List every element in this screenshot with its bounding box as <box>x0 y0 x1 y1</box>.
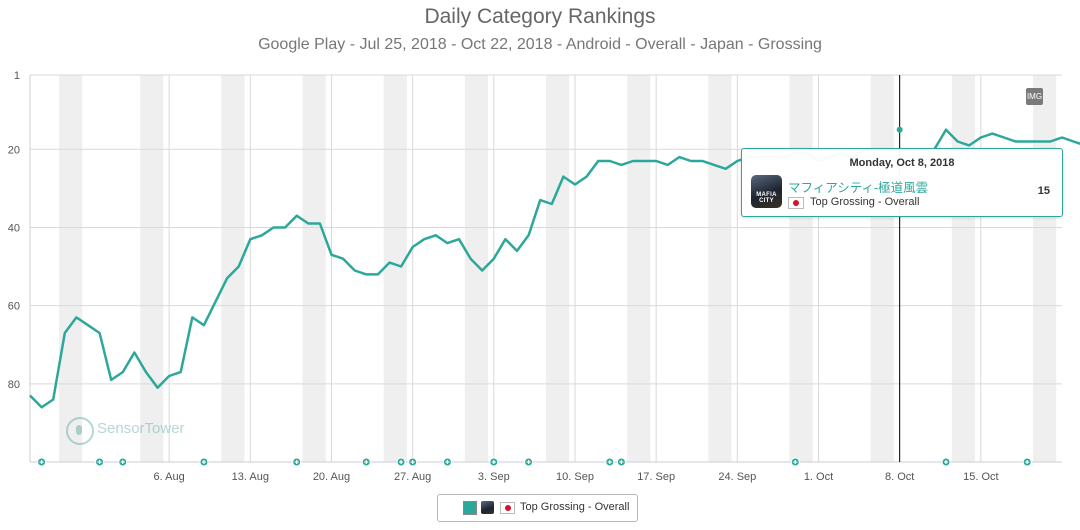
legend-series-swatch[interactable] <box>463 501 477 515</box>
image-export-button[interactable]: IMG <box>1026 88 1043 105</box>
x-tick-label: 20. Aug <box>313 471 350 483</box>
weekend-band <box>140 75 164 462</box>
x-tick-label: 17. Sep <box>637 471 675 483</box>
weekend-band <box>58 75 83 462</box>
x-tick-label: 15. Oct <box>963 471 998 483</box>
legend-app-icon <box>481 501 494 514</box>
highlight-point <box>896 126 903 133</box>
x-tick-label: 3. Sep <box>478 471 510 483</box>
weekend-band <box>789 75 813 462</box>
app-icon: MAFIA CITY <box>751 175 782 208</box>
chart-subtitle: Google Play - Jul 25, 2018 - Oct 22, 201… <box>258 36 822 53</box>
legend-series-label[interactable]: Top Grossing - Overall <box>520 501 630 513</box>
y-tick-label: 1 <box>14 70 20 82</box>
weekend-band <box>383 75 407 462</box>
tooltip-date: Monday, Oct 8, 2018 <box>849 157 955 169</box>
sensortower-logo-icon <box>66 417 94 445</box>
weekend-band <box>708 75 732 462</box>
y-tick-label: 80 <box>8 379 20 391</box>
weekend-band <box>464 75 489 462</box>
chart-title: Daily Category Rankings <box>424 5 656 28</box>
tooltip-app-name[interactable]: マフィアシティ-極道風雲 <box>788 181 929 195</box>
weekend-band <box>951 75 976 462</box>
y-tick-label: 40 <box>8 222 20 234</box>
x-tick-label: 13. Aug <box>232 471 269 483</box>
x-tick-label: 1. Oct <box>804 471 833 483</box>
tooltip-category: Top Grossing - Overall <box>810 196 920 208</box>
tooltip-rank: 15 <box>1037 185 1050 197</box>
y-tick-label: 60 <box>8 301 20 313</box>
weekend-band <box>302 75 326 462</box>
weekend-band <box>870 75 894 462</box>
weekend-band <box>221 75 245 462</box>
weekend-band <box>627 75 651 462</box>
chart-tooltip: Monday, Oct 8, 2018 MAFIA CITY マフィアシティ-極… <box>741 148 1063 217</box>
x-tick-label: 10. Sep <box>556 471 594 483</box>
x-tick-label: 8. Oct <box>885 471 914 483</box>
x-tick-label: 27. Aug <box>394 471 431 483</box>
weekend-band <box>1033 75 1057 462</box>
app-icon-text: MAFIA CITY <box>756 192 777 204</box>
weekend-band <box>546 75 570 462</box>
y-tick-label: 20 <box>8 144 20 156</box>
watermark-text: SensorTower <box>97 420 185 437</box>
legend-japan-flag-icon <box>500 502 515 514</box>
x-tick-label: 6. Aug <box>154 471 185 483</box>
chart-legend[interactable]: Top Grossing - Overall <box>437 494 638 522</box>
japan-flag-icon <box>788 197 804 209</box>
x-tick-label: 24. Sep <box>718 471 756 483</box>
